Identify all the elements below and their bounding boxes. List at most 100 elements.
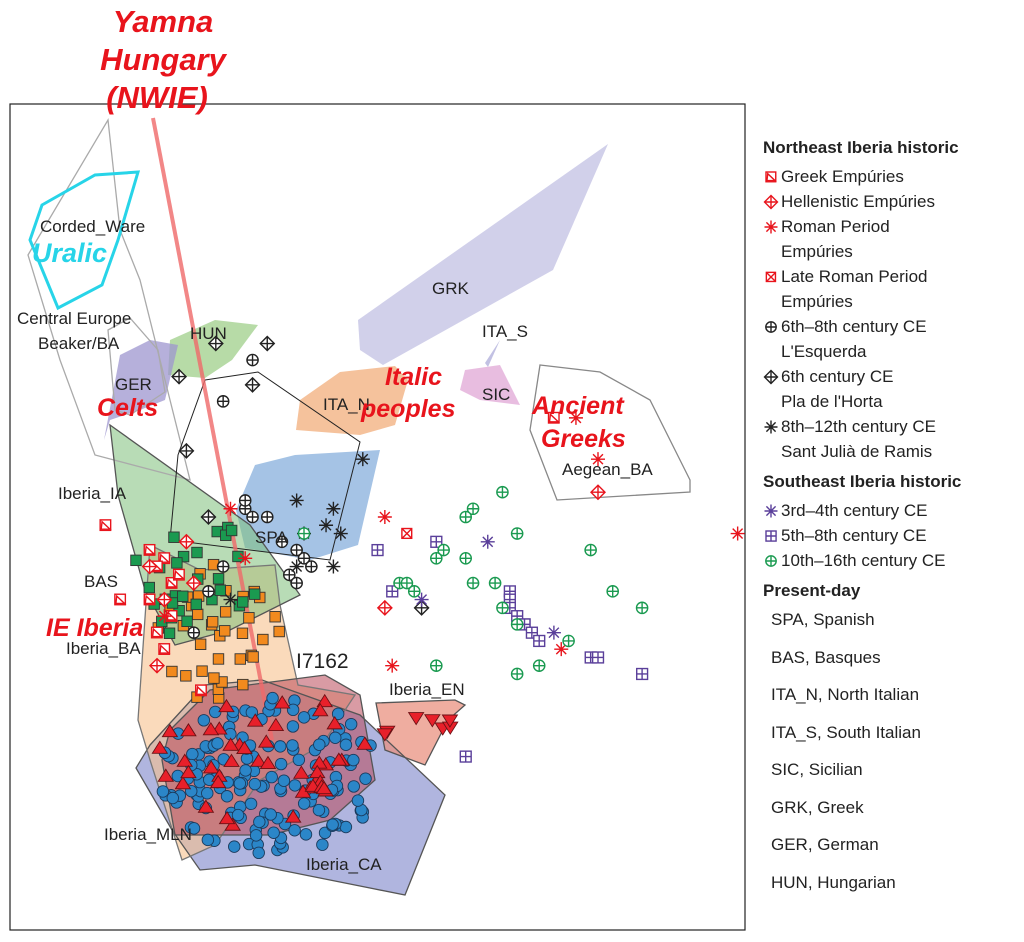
cluster-point-iberia-ba [194,638,207,650]
cluster-point-iberia-ca [351,794,365,807]
cluster-point-iberia-ia [168,531,180,543]
point-box-plus [525,626,539,639]
cluster-point-iberia-ca [299,828,313,841]
annotation-group: Yamna Hungary (NWIE) Uralic Celts Italic… [32,4,626,642]
point-circle-plus [216,560,230,573]
cluster-point-iberia-ba [196,665,208,677]
cluster-point-iberia-ca [274,757,288,771]
cluster-point-iberia-ia [214,584,227,596]
cluster-point-iberia-mln [250,753,267,767]
cluster-outlines [27,117,691,896]
cluster-point-iberia-ba [243,612,255,624]
cluster-point-iberia-mln [257,734,275,748]
cluster-point-iberia-ca [326,818,339,831]
legend-northeast-items: Greek Empúries Hellenistic Empúries Roman … [757,164,1019,464]
cluster-point-iberia-ca [316,838,329,851]
legend-southeast-items: 3rd–4th century CE 5th–8th century CE 10th… [757,498,1019,573]
cluster-point-iberia-ca [286,720,300,733]
legend-present: Present-day SPA, Spanish BAS, Basques ITA_… [757,581,1019,901]
legend-item: Hellenistic Empúries [761,189,1019,214]
point-circle-plus [429,659,443,672]
cluster-point-iberia-ca [267,826,280,839]
cluster-point-iberia-ia [249,588,261,600]
cluster-point-iberia-mln [161,723,179,738]
point-circle-plus [459,552,473,565]
cluster-point-iberia-mln [284,809,302,823]
point-box-triangle [99,519,112,532]
cluster-point-iberia-mln [224,817,241,831]
point-diamond-plus [171,368,188,385]
cluster-point-iberia-ca [239,764,252,777]
cluster-point-iberia-mln [293,765,310,779]
point-diamond-cross [149,657,165,674]
cluster-point-iberia-mln [202,721,220,736]
label-ita-n: ITA_N [323,395,370,414]
point-circle-plus [216,395,230,408]
point-circle-plus [532,659,546,672]
legend-label: Late Roman Period Empúries [781,267,928,311]
cluster-point-iberia-ba [180,670,192,682]
cluster-point-iberia-ca [312,803,326,817]
cluster-point-iberia-ia [177,550,190,563]
outline-uralic [28,170,141,311]
cluster-point-iberia-ca [197,714,211,727]
cluster-point-iberia-ca [331,707,345,721]
cluster-point-iberia-ca [244,797,258,811]
point-box-triangle [165,576,178,589]
cluster-point-iberia-ca [292,753,306,767]
cluster-point-iberia-mln [176,753,194,767]
cluster-point-iberia-mln [273,695,291,709]
point-circle-plus [246,353,259,367]
point-circle-plus [488,576,502,590]
legend-item: 6th century CE Pla de l'Horta [761,364,1019,414]
cluster-point-iberia-ca [339,820,353,834]
label-beaker-ba: Beaker/BA [38,334,120,353]
label-i7162: I7162 [296,650,349,673]
label-spa: SPA [255,528,288,547]
point-circle-plus [635,601,649,615]
cluster-point-iberia-ca [186,747,199,761]
legend-northeast: Northeast Iberia historic Greek Empúries… [757,138,1019,464]
cluster-point-iberia-ca [286,739,299,752]
point-diamond-cross [590,484,606,501]
legend-symbol [765,171,777,183]
cluster-point-iberia-ca [339,738,353,751]
point-asterisk [319,518,334,533]
cluster-point-iberia-en [407,712,425,726]
outline-esquerda-hull [169,371,361,561]
point-circle-plus [510,527,524,540]
point-box-triangle [195,684,208,697]
cluster-point-iberia-ia [212,573,225,585]
cluster-points [130,521,459,860]
point-diamond-cross [178,533,195,550]
cluster-point-iberia-ia [225,524,238,537]
point-box-triangle [172,568,186,581]
legend-present-item: GER, German [771,835,879,854]
legend-symbol [764,504,778,518]
point-diamond-cross [376,599,393,616]
point-diamond-plus [259,335,276,352]
point-asterisk [568,410,583,425]
cluster-point-iberia-ia [171,557,183,569]
cluster-point-iberia-ca [220,790,234,803]
point-circle-plus [466,576,480,590]
point-circle-plus [297,527,311,540]
cluster-point-iberia-ca [253,815,266,829]
cluster-point-iberia-ba [234,653,246,665]
cluster-point-iberia-mln [267,717,285,731]
cluster-point-iberia-ia [237,596,249,608]
cluster-point-iberia-mln [209,774,227,789]
outline-corded-ware [27,117,191,481]
annotation-ie-iberia: IE Iberia [46,614,143,642]
point-circle-plus [305,560,318,573]
point-box-plus [371,543,384,557]
cluster-point-iberia-ca [265,770,278,784]
cluster-point-iberia-ia [177,590,189,602]
region-sic [460,365,520,405]
label-aegean-ba: Aegean_BA [562,460,653,479]
cluster-point-iberia-ca [274,740,287,753]
point-circle-plus [187,626,201,639]
point-asterisk [289,493,304,508]
point-box-triangle [547,411,561,424]
point-circle-plus [606,585,620,598]
